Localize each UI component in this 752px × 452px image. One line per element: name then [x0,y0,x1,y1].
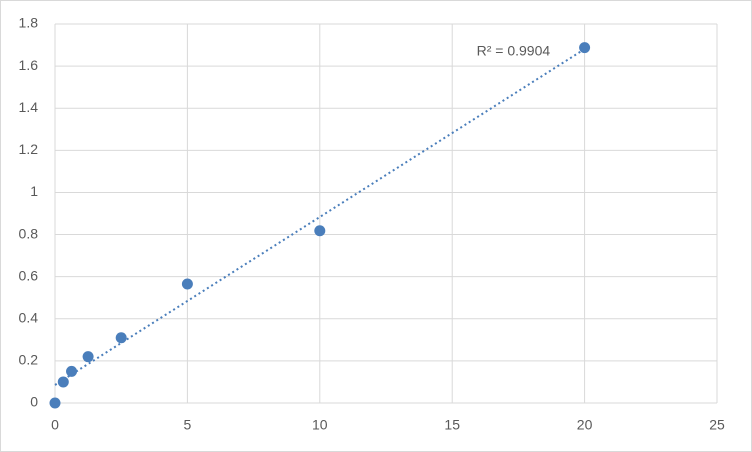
y-tick-label: 0.8 [19,225,39,241]
trendline-label: R² = 0.9904 [477,43,551,59]
point [82,351,94,363]
y-tick-label: 0.4 [19,309,39,325]
point [115,332,127,344]
y-tick-label: 1 [30,183,38,199]
y-tick-label: 0 [30,394,38,410]
x-tick-label: 5 [184,417,192,433]
y-tick-label: 1.2 [19,141,39,157]
point [66,365,78,377]
y-tick-label: 1.8 [19,15,39,31]
y-tick-label: 1.6 [19,57,39,73]
x-tick-label: 25 [709,417,725,433]
x-tick-label: 0 [51,417,59,433]
y-tick-label: 0.2 [19,352,39,368]
point [57,376,69,388]
y-tick-label: 0.6 [19,267,39,283]
point [314,225,326,237]
x-tick-label: 20 [577,417,593,433]
x-tick-label: 15 [444,417,460,433]
point [49,397,61,409]
point [579,42,591,54]
x-tick-label: 10 [312,417,328,433]
y-tick-label: 1.4 [19,99,39,115]
point [181,278,193,290]
